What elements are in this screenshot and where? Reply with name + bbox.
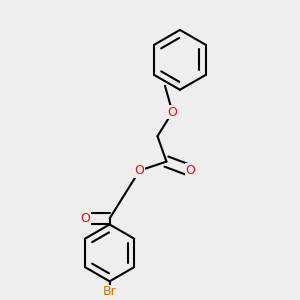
Text: O: O [167, 106, 177, 119]
Text: O: O [135, 164, 145, 177]
Text: O: O [81, 212, 91, 225]
Text: Br: Br [103, 285, 116, 298]
Text: O: O [185, 164, 195, 177]
